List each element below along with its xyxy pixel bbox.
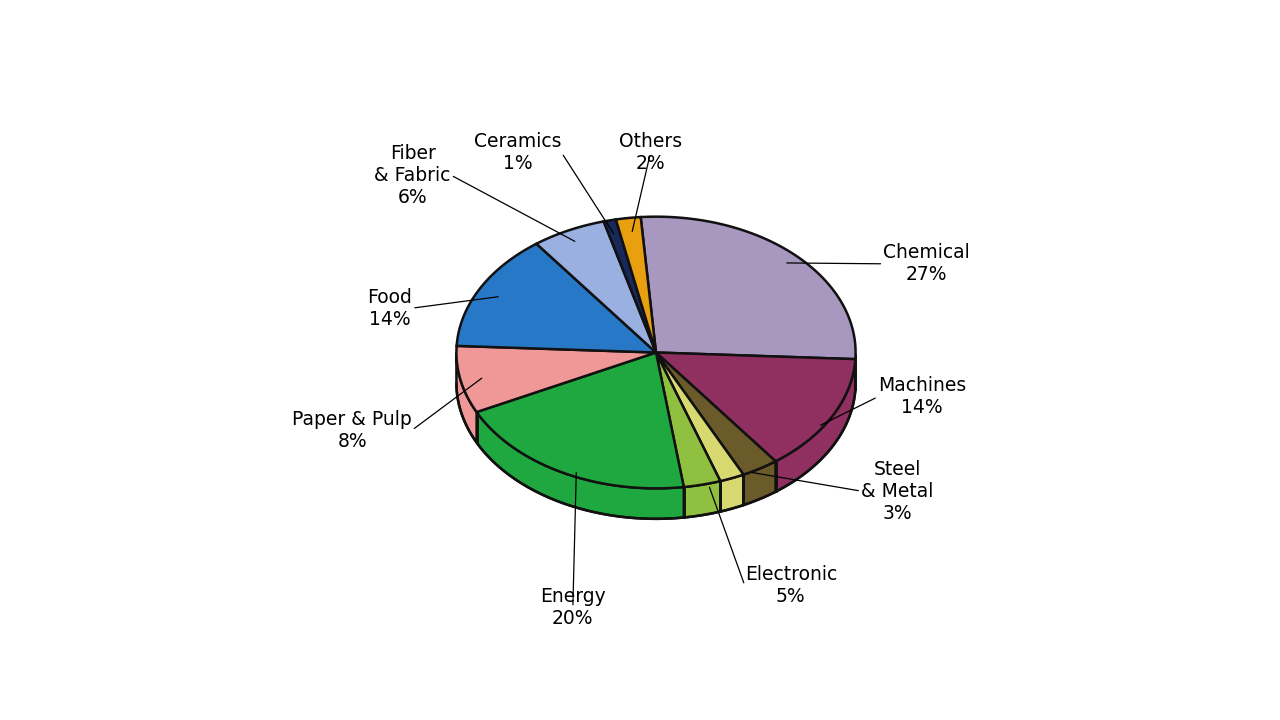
Text: Machines
14%: Machines 14%: [878, 377, 966, 418]
Text: Steel
& Metal
3%: Steel & Metal 3%: [861, 459, 933, 523]
Polygon shape: [604, 220, 657, 353]
Text: Energy
20%: Energy 20%: [540, 587, 605, 628]
Polygon shape: [657, 353, 855, 462]
Polygon shape: [641, 217, 855, 359]
Polygon shape: [657, 353, 776, 474]
Polygon shape: [536, 222, 657, 353]
Polygon shape: [616, 217, 657, 353]
Polygon shape: [684, 481, 721, 518]
Polygon shape: [657, 353, 744, 481]
Text: Ceramics
1%: Ceramics 1%: [475, 132, 562, 174]
Polygon shape: [744, 462, 776, 505]
Polygon shape: [776, 359, 855, 492]
Polygon shape: [476, 353, 684, 488]
Polygon shape: [457, 353, 476, 443]
Text: Others
2%: Others 2%: [620, 132, 682, 174]
Text: Paper & Pulp
8%: Paper & Pulp 8%: [292, 410, 412, 451]
Polygon shape: [457, 244, 657, 353]
Polygon shape: [457, 346, 657, 412]
Text: Electronic
5%: Electronic 5%: [745, 565, 837, 606]
Polygon shape: [657, 353, 721, 487]
Polygon shape: [476, 412, 684, 519]
Text: Fiber
& Fabric
6%: Fiber & Fabric 6%: [375, 143, 451, 207]
Polygon shape: [721, 474, 744, 512]
Text: Food
14%: Food 14%: [367, 288, 412, 328]
Text: Chemical
27%: Chemical 27%: [883, 243, 970, 284]
